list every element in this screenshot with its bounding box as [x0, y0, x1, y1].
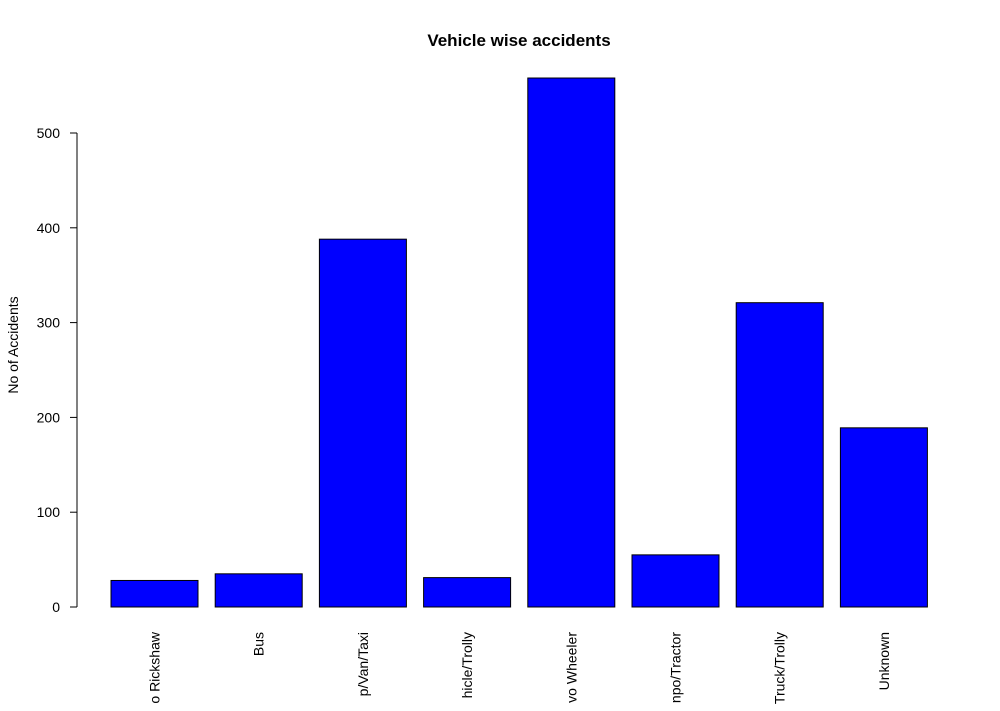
bar	[527, 77, 616, 608]
bar	[631, 554, 720, 608]
bar	[839, 427, 928, 608]
bar	[110, 579, 199, 608]
x-tick-label: hicle/Trolly	[459, 632, 475, 698]
x-tick-label: o Rickshaw	[147, 631, 163, 703]
x-tick-label: p/Van/Taxi	[355, 632, 371, 696]
y-tick-label: 0	[52, 599, 60, 615]
chart-title: Vehicle wise accidents	[427, 31, 610, 50]
x-tick-label: Truck/Trolly	[772, 632, 788, 704]
y-tick-label: 200	[37, 409, 61, 425]
y-axis-label: No of Accidents	[5, 296, 21, 393]
x-tick-label: vo Wheeler	[563, 632, 579, 703]
bar	[735, 302, 824, 608]
y-tick-label: 300	[37, 315, 61, 331]
y-tick-label: 400	[37, 220, 61, 236]
x-tick-label: Unknown	[876, 632, 892, 690]
bar	[318, 238, 407, 608]
bar	[214, 573, 303, 608]
bar	[423, 577, 512, 608]
y-tick-label: 100	[37, 504, 61, 520]
y-tick-label: 500	[37, 125, 61, 141]
x-tick-label: Bus	[251, 632, 267, 656]
x-tick-label: npo/Tractor	[668, 632, 684, 703]
